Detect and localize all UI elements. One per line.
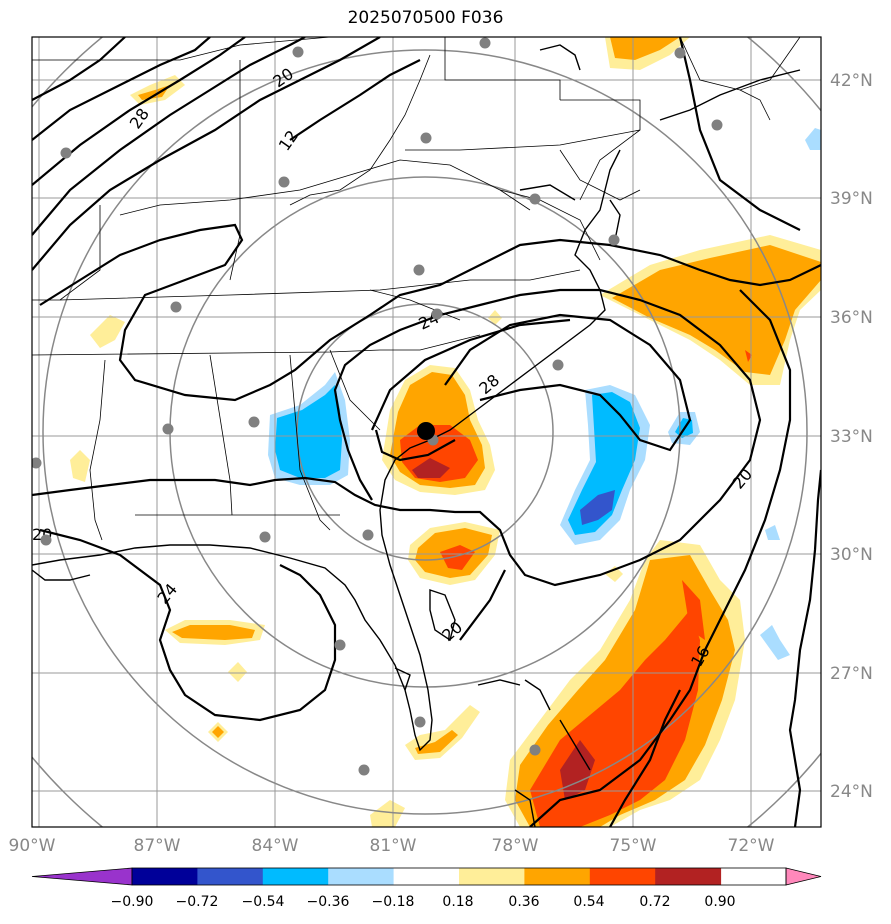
colorbar-tick: −0.18	[372, 894, 415, 910]
positive-anomaly-shading	[70, 37, 821, 827]
station-markers	[32, 37, 723, 776]
colorbar-tick: 0.18	[442, 894, 473, 910]
colorbar: −0.90 −0.72 −0.54 −0.36 −0.18 0.18 0.36 …	[31, 867, 822, 910]
map-frame	[31, 36, 822, 828]
coastline	[32, 44, 801, 827]
lat-label: 33°N	[830, 427, 873, 447]
colorbar-tick: 0.90	[704, 894, 735, 910]
longitude-labels: 90°W 87°W 84°W 81°W 78°W 75°W 72°W	[9, 836, 775, 856]
colorbar-segment	[524, 868, 591, 885]
colorbar-extend-low	[31, 867, 133, 886]
colorbar-tick: 0.36	[508, 894, 539, 910]
lon-label: 75°W	[610, 836, 657, 856]
lon-label: 72°W	[728, 836, 775, 856]
lon-label: 90°W	[9, 836, 56, 856]
colorbar-segment	[197, 868, 264, 885]
lat-label: 39°N	[830, 189, 873, 209]
colorbar-tick: −0.72	[176, 894, 219, 910]
colorbar-frame	[131, 867, 787, 886]
colorbar-segment	[328, 868, 395, 885]
coastlines-and-borders	[32, 37, 801, 541]
colorbar-extend-high	[785, 867, 822, 886]
colorbar-segments	[31, 867, 822, 886]
colorbar-tick: 0.54	[573, 894, 604, 910]
colorbar-tick: −0.54	[242, 894, 285, 910]
lat-label: 24°N	[830, 782, 873, 802]
colorbar-tick-labels: −0.90 −0.72 −0.54 −0.36 −0.18 0.18 0.36 …	[111, 894, 736, 910]
lat-label: 42°N	[830, 71, 873, 91]
lon-label: 81°W	[370, 836, 417, 856]
colorbar-tick: 0.72	[639, 894, 670, 910]
lat-label: 30°N	[830, 545, 873, 565]
colorbar-segment	[655, 868, 722, 885]
lon-label: 84°W	[252, 836, 299, 856]
colorbar-tick: −0.36	[307, 894, 350, 910]
colorbar-segment	[262, 868, 329, 885]
map-title: 2025070500 F036	[347, 8, 504, 28]
colorbar-segment	[589, 868, 656, 885]
colorbar-segment	[459, 868, 525, 885]
lon-label: 87°W	[134, 836, 181, 856]
lat-label: 36°N	[830, 308, 873, 328]
lat-label: 27°N	[830, 664, 873, 684]
latitude-labels: 42°N 39°N 36°N 33°N 30°N 27°N 24°N	[830, 71, 873, 802]
height-contours	[32, 37, 821, 827]
lon-label: 78°W	[492, 836, 539, 856]
colorbar-segment	[132, 868, 198, 885]
storm-center-marker	[417, 422, 435, 440]
colorbar-segment	[393, 868, 460, 885]
colorbar-tick: −0.90	[111, 894, 154, 910]
